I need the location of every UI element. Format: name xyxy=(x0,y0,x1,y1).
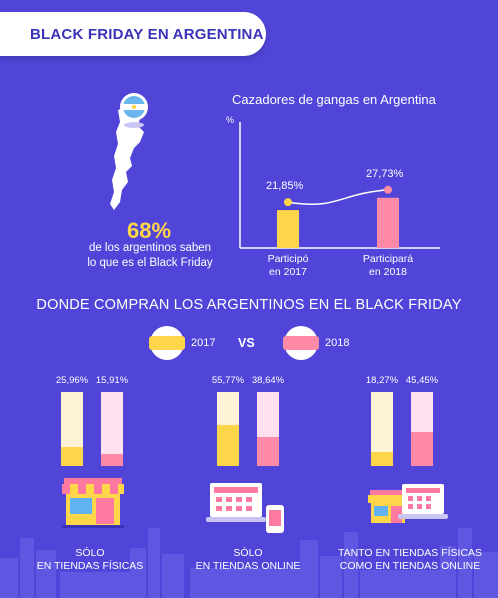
category-line: SÓLO xyxy=(233,547,263,559)
category-line: TANTO EN TIENDAS FÍSICAS xyxy=(337,547,483,559)
bar-2018 xyxy=(257,437,279,466)
chart1-value-label: 21,85% xyxy=(266,180,304,193)
awareness-line-2: lo que es el Black Friday xyxy=(87,257,213,269)
category-line: SÓLO xyxy=(75,547,105,559)
chart1-point xyxy=(384,185,392,194)
chart1-category-line: Participará xyxy=(362,253,414,265)
chart1-category-line: Participó xyxy=(267,253,309,265)
legend-2018-swatch xyxy=(283,336,319,350)
argentina-map-icon xyxy=(110,93,148,210)
bar-value-label: 18,27% xyxy=(365,375,399,386)
store-and-laptop-icon xyxy=(368,484,448,523)
awareness-line-1: de los argentinos saben xyxy=(88,242,212,254)
chart1-category-line: en 2017 xyxy=(269,266,307,278)
awareness-percent: 68% xyxy=(126,218,172,243)
versus-label: VS xyxy=(238,336,255,350)
bar-track xyxy=(411,392,433,466)
chart1-value-label: 27,73% xyxy=(366,167,404,180)
category-label: TANTO EN TIENDAS FÍSICAS COMO EN TIENDAS… xyxy=(330,547,490,573)
category-label: SÓLO EN TIENDAS ONLINE xyxy=(188,547,308,573)
chart1-title: Cazadores de gangas en Argentina xyxy=(232,92,436,107)
section-title: DONDE COMPRAN LOS ARGENTINOS EN EL BLACK… xyxy=(36,297,462,313)
bar-2017 xyxy=(217,424,239,466)
bar-value-label: 45,45% xyxy=(405,375,439,386)
legend-2018-label: 2018 xyxy=(325,337,350,349)
chart1-category-line: en 2018 xyxy=(369,266,407,278)
awareness-description: de los argentinos saben lo que es el Bla… xyxy=(60,241,240,271)
chart1-y-unit: % xyxy=(226,115,235,125)
legend-2017-label: 2017 xyxy=(191,337,216,349)
category-label: SÓLO EN TIENDAS FÍSICAS xyxy=(30,547,150,573)
bar-2017 xyxy=(371,452,393,466)
bar-value-label: 15,91% xyxy=(95,375,129,386)
bar-2018 xyxy=(411,432,433,466)
chart1-bar xyxy=(277,210,299,248)
page-title: BLACK FRIDAY EN ARGENTINA xyxy=(30,26,264,43)
bar-track xyxy=(61,392,83,466)
bar-track xyxy=(257,392,279,466)
category-line: EN TIENDAS FÍSICAS xyxy=(36,560,144,572)
bar-2017 xyxy=(61,446,83,466)
chart1-bar xyxy=(377,197,399,248)
chart1-category-label: Participará en 2018 xyxy=(348,253,428,279)
bar-2018 xyxy=(101,454,123,466)
phone-icon xyxy=(266,505,284,533)
title-banner: BLACK FRIDAY EN ARGENTINA xyxy=(0,12,266,56)
bar-value-label: 55,77% xyxy=(211,375,245,386)
laptop-shop-icon xyxy=(206,483,284,533)
bar-value-label: 38,64% xyxy=(251,375,285,386)
chart1-point xyxy=(284,198,292,207)
category-line: EN TIENDAS ONLINE xyxy=(195,560,301,572)
bar-track xyxy=(217,392,239,466)
legend-2017-swatch xyxy=(149,336,185,350)
chart1-category-label: Participó en 2017 xyxy=(248,253,328,279)
city-skyline xyxy=(0,528,498,598)
category-line: COMO EN TIENDAS ONLINE xyxy=(339,560,481,572)
bar-track xyxy=(371,392,393,466)
storefront-icon xyxy=(62,478,124,528)
bar-value-label: 25,96% xyxy=(55,375,89,386)
bar-track xyxy=(101,392,123,466)
